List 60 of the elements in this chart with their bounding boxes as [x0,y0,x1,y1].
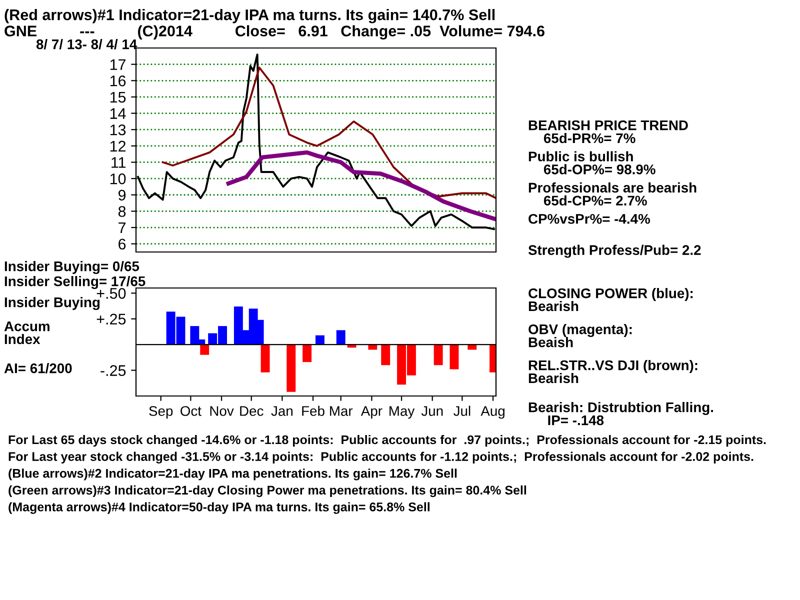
y-tick-label: 9 [118,190,126,201]
line-series [162,66,496,200]
text: Accum Index [4,322,50,344]
text: Public is bullish 65d-OP%= 98.9% [528,151,656,174]
x-tick-label: Mar [330,406,353,416]
text: For Last 65 days stock changed -14.6% or -1.18 points: Public accounts for .97 points.; Professionals account for -2.15 points. [8,435,766,447]
y-tick-label: 8 [118,206,126,217]
x-tick-label: Dec [240,406,264,416]
text: Strength Profess/Pub= 2.2 [528,244,701,258]
y-tick-label: 17 [110,59,126,70]
y-tick-label: 10 [110,173,126,184]
y-tick-label: 11 [112,157,126,168]
text: CP%vsPr%= -4.4% [528,214,650,224]
x-tick-label: Jun [421,406,443,416]
y-tick-label: 15 [110,92,126,103]
bar [260,344,270,372]
line-series [226,150,496,222]
text: Insider Buying [4,297,100,310]
text: CLOSING POWER (blue): Bearish [528,288,693,312]
annotation: Insider Selling= 17/65 [4,276,146,290]
text: Professionals are bearish 65d-CP%= 2.7% [528,182,696,206]
text: REL.STR..VS DJI (brown): Bearish [528,360,698,384]
x-tick-label: Oct [180,406,202,416]
x-tick-label: Jan [271,406,292,416]
y-tick-label: 6 [118,238,126,250]
x-tick-label: Apr [360,406,382,419]
bar [286,344,296,392]
text: (Blue arrows)#2 Indicator=21-day IPA ma penetrations. Its gain= 126.7% Sell [8,468,457,480]
bar [434,344,443,366]
text: BEARISH PRICE TREND 65d-PR%= 7% [528,120,688,144]
text: For Last year stock changed -31.5% or -3.14 points: Public accounts for -1.12 points.; Professionals account for -2.02 points. [8,452,754,464]
text: OBV (magenta): Beaish [528,324,632,348]
y-tick-label: -.25 [100,365,126,376]
y-tick-label: 16 [110,76,126,86]
x-tick-label: Jul [454,406,470,416]
text: (Magenta arrows)#4 Indicator=50-day IPA ma turns. Its gain= 65.8% Sell [8,502,430,514]
bar [200,344,210,355]
text: Insider Buying= 0/65 [4,261,140,274]
x-tick-label: May [390,406,415,419]
y-tick-label: +.50 [96,288,126,299]
x-tick-label: Aug [480,406,504,419]
bar [302,344,312,362]
y-tick-label: 13 [110,124,126,136]
bar [450,344,459,370]
y-tick-label: +.25 [96,314,126,325]
y-tick-label: 14 [110,108,126,119]
chart-subtitle: GNE --- (C)2014 Close= 6.91 Change= .05 Volume= 794.6 [4,25,544,40]
bar [336,330,346,345]
text: Bearish: Distrubtion Falling. IP= -.148 [528,402,714,426]
y-tick-label: 12 [110,140,126,152]
text: (Green arrows)#3 Indicator=21-day Closing Power ma penetrations. Its gain= 80.4% Sell [8,485,526,498]
chart-title: (Red arrows)#1 Indicator=21-day IPA ma turns. Its gain= 140.7% Sell [4,9,495,24]
y-tick-label: 7 [118,222,126,234]
annotation: 8/ 7/ 13- 8/ 4/ 14 [36,39,138,50]
x-tick-label: Sep [149,406,173,419]
x-tick-label: Nov [210,406,234,416]
x-tick-label: Feb [302,406,324,416]
text: AI= 61/200 [4,363,72,374]
bar [381,344,390,366]
bar [316,335,324,345]
